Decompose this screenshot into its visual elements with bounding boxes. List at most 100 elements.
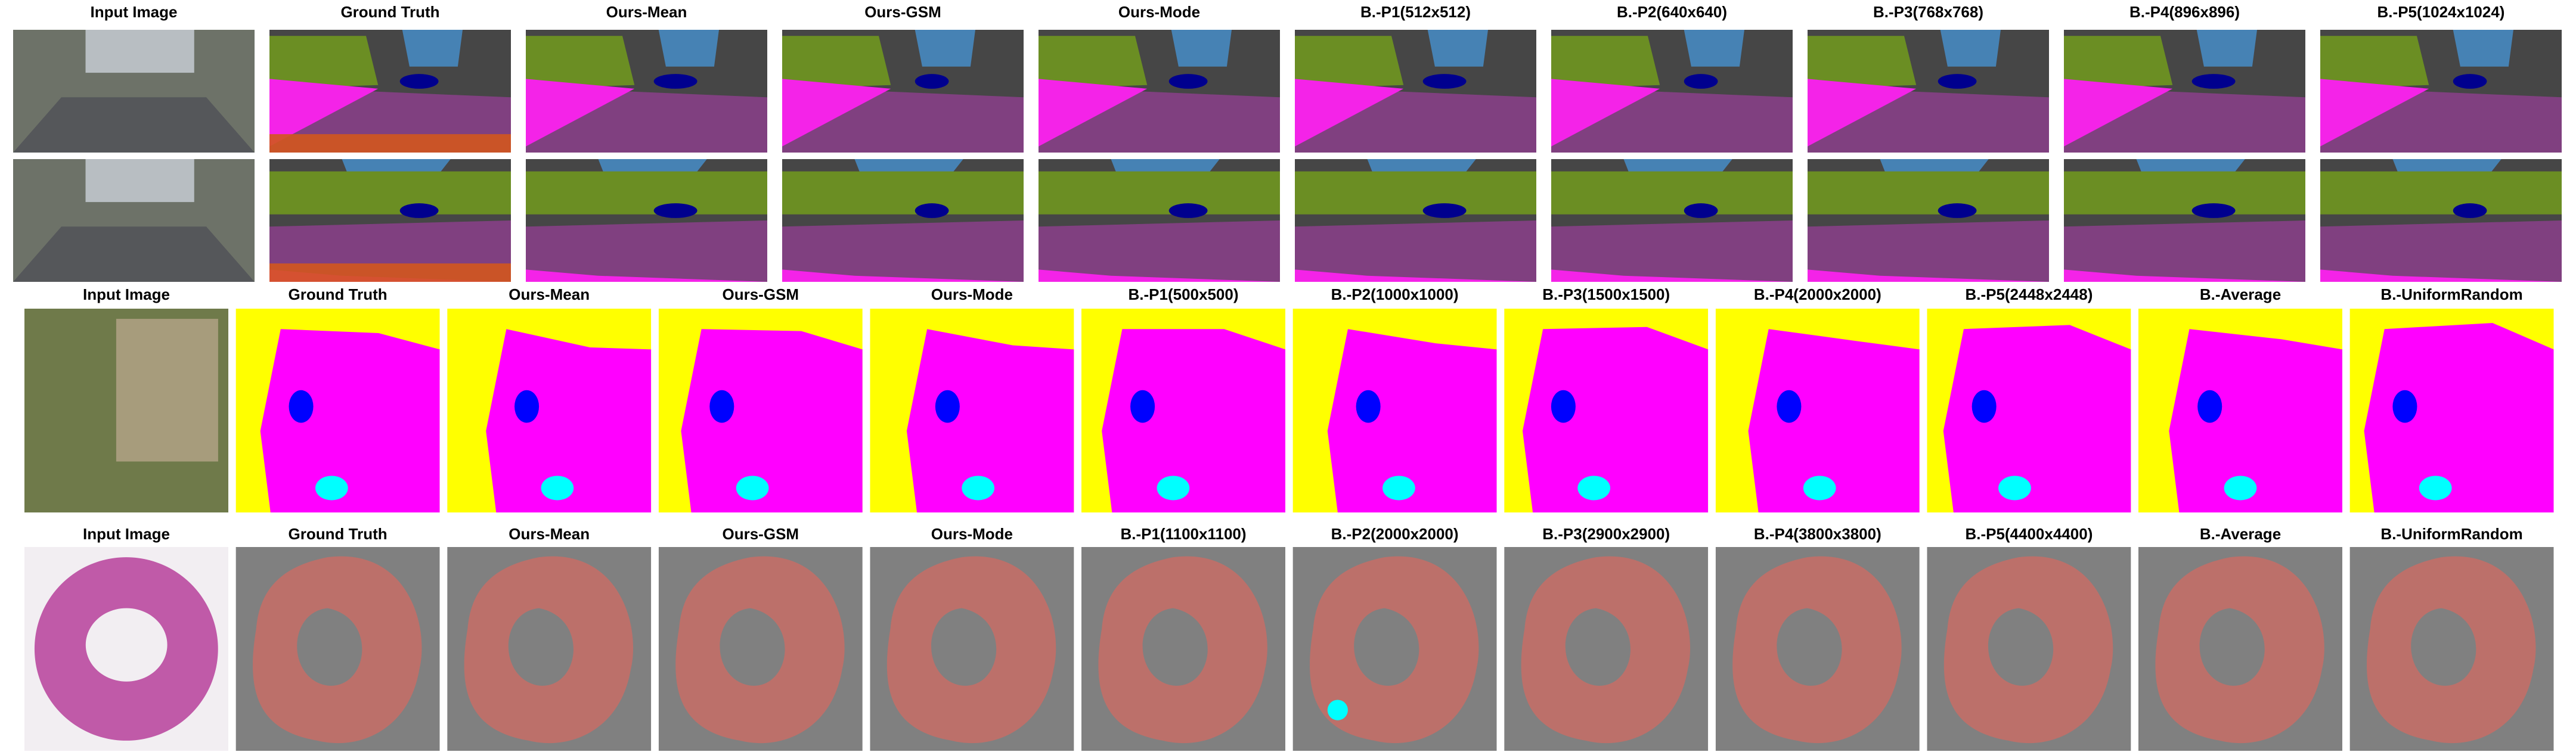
seg-sidewalk — [269, 79, 379, 147]
seg-sky — [402, 30, 463, 67]
seg-sidewalk — [1808, 79, 1917, 147]
image-tile — [13, 30, 255, 153]
seg-vegetation — [782, 171, 1024, 215]
seg-blue — [514, 390, 540, 423]
seg-blue — [1551, 390, 1576, 423]
seg-cyan — [315, 476, 348, 501]
image-tile — [1292, 309, 1497, 512]
seg-vegetation — [2064, 36, 2173, 89]
seg-sky — [2196, 30, 2257, 67]
column-title: B.-P5(1024x1024) — [2377, 3, 2505, 21]
column-title: B.-P3(1500x1500) — [1542, 285, 1670, 303]
seg-tissue — [886, 556, 1056, 744]
column-title: Input Image — [91, 3, 178, 21]
seg-magenta — [1327, 329, 1497, 512]
seg-cyan — [736, 476, 769, 501]
column-title: Ours-Mode — [931, 525, 1013, 543]
column-title: Ours-GSM — [723, 285, 799, 303]
seg-magenta — [1943, 325, 2131, 512]
seg-vegetation — [1808, 36, 1917, 89]
seg-magenta — [1102, 329, 1285, 512]
seg-magenta — [1522, 327, 1709, 512]
column-title: B.-P1(1100x1100) — [1120, 525, 1246, 543]
seg-road — [782, 220, 1024, 282]
seg-magenta — [2169, 329, 2342, 512]
seg-vegetation — [1295, 171, 1536, 215]
seg-car — [1422, 74, 1467, 89]
image-tile — [2064, 30, 2305, 153]
image-tile — [1551, 159, 1793, 282]
seg-car — [399, 203, 439, 218]
seg-ground — [269, 263, 511, 282]
seg-blue — [2392, 390, 2417, 423]
seg-car — [1938, 203, 1977, 218]
seg-sidewalk — [1295, 79, 1404, 147]
seg-vegetation — [1551, 171, 1793, 215]
seg-cyan — [1577, 476, 1611, 501]
seg-vegetation — [2064, 171, 2305, 215]
image-tile — [2138, 309, 2342, 512]
seg-sky — [1940, 30, 2001, 67]
seg-tissue — [1310, 556, 1479, 744]
seg-sidewalk — [1551, 79, 1660, 147]
photo-tissue — [34, 557, 218, 741]
seg-cyan — [1998, 476, 2031, 501]
seg-car — [1168, 74, 1208, 89]
seg-sidewalk — [782, 269, 1024, 282]
column-title: Input Image — [83, 285, 170, 303]
seg-car — [1938, 74, 1977, 89]
column-title: B.-Average — [2200, 525, 2281, 543]
image-tile — [658, 547, 863, 751]
image-tile — [526, 159, 767, 282]
column-title: B.-UniformRandom — [2380, 285, 2522, 303]
seg-tissue — [1521, 556, 1691, 744]
seg-car — [653, 74, 698, 89]
seg-vegetation — [782, 36, 891, 89]
column-title: B.-P3(768x768) — [1873, 3, 1983, 21]
seg-sidewalk — [2320, 79, 2429, 147]
seg-cyan — [1382, 476, 1415, 501]
photo-sky — [85, 159, 194, 203]
image-tile — [447, 309, 652, 512]
image-tile — [235, 309, 440, 512]
seg-car — [399, 74, 439, 89]
seg-sky — [2453, 30, 2513, 67]
column-title: Ours-Mode — [1118, 3, 1200, 21]
image-tile — [235, 547, 440, 751]
photo-field — [116, 319, 218, 462]
image-tile — [2138, 547, 2342, 751]
column-title: B.-P2(640x640) — [1617, 3, 1727, 21]
image-tile — [1295, 159, 1536, 282]
column-title: B.-P1(512x512) — [1360, 3, 1471, 21]
seg-vegetation — [1039, 171, 1280, 215]
image-tile — [269, 159, 511, 282]
column-title: B.-P4(3800x3800) — [1754, 525, 1881, 543]
seg-sidewalk — [1551, 269, 1793, 282]
photo-road — [13, 226, 255, 282]
column-title: Ours-Mean — [606, 3, 687, 21]
seg-cyan — [1157, 476, 1190, 501]
seg-vegetation — [1295, 36, 1404, 89]
seg-blue — [1971, 390, 1997, 423]
seg-magenta — [906, 329, 1074, 512]
seg-vegetation — [1039, 36, 1148, 89]
photo-sky — [85, 30, 194, 73]
seg-sidewalk — [526, 269, 767, 282]
seg-magenta — [486, 329, 652, 512]
column-title: B.-P4(2000x2000) — [1754, 285, 1881, 303]
image-tile — [1039, 159, 1280, 282]
column-title: B.-P2(2000x2000) — [1331, 525, 1459, 543]
seg-sidewalk — [2064, 269, 2305, 282]
image-tile — [782, 30, 1024, 153]
column-title: Input Image — [83, 525, 170, 543]
seg-sidewalk — [2064, 79, 2173, 147]
column-title: Ground Truth — [289, 285, 388, 303]
seg-road — [1295, 220, 1536, 282]
seg-vegetation — [526, 36, 635, 89]
image-tile — [1504, 309, 1709, 512]
image-tile — [1927, 547, 2131, 751]
seg-sky — [1171, 30, 1232, 67]
seg-car — [915, 203, 949, 218]
